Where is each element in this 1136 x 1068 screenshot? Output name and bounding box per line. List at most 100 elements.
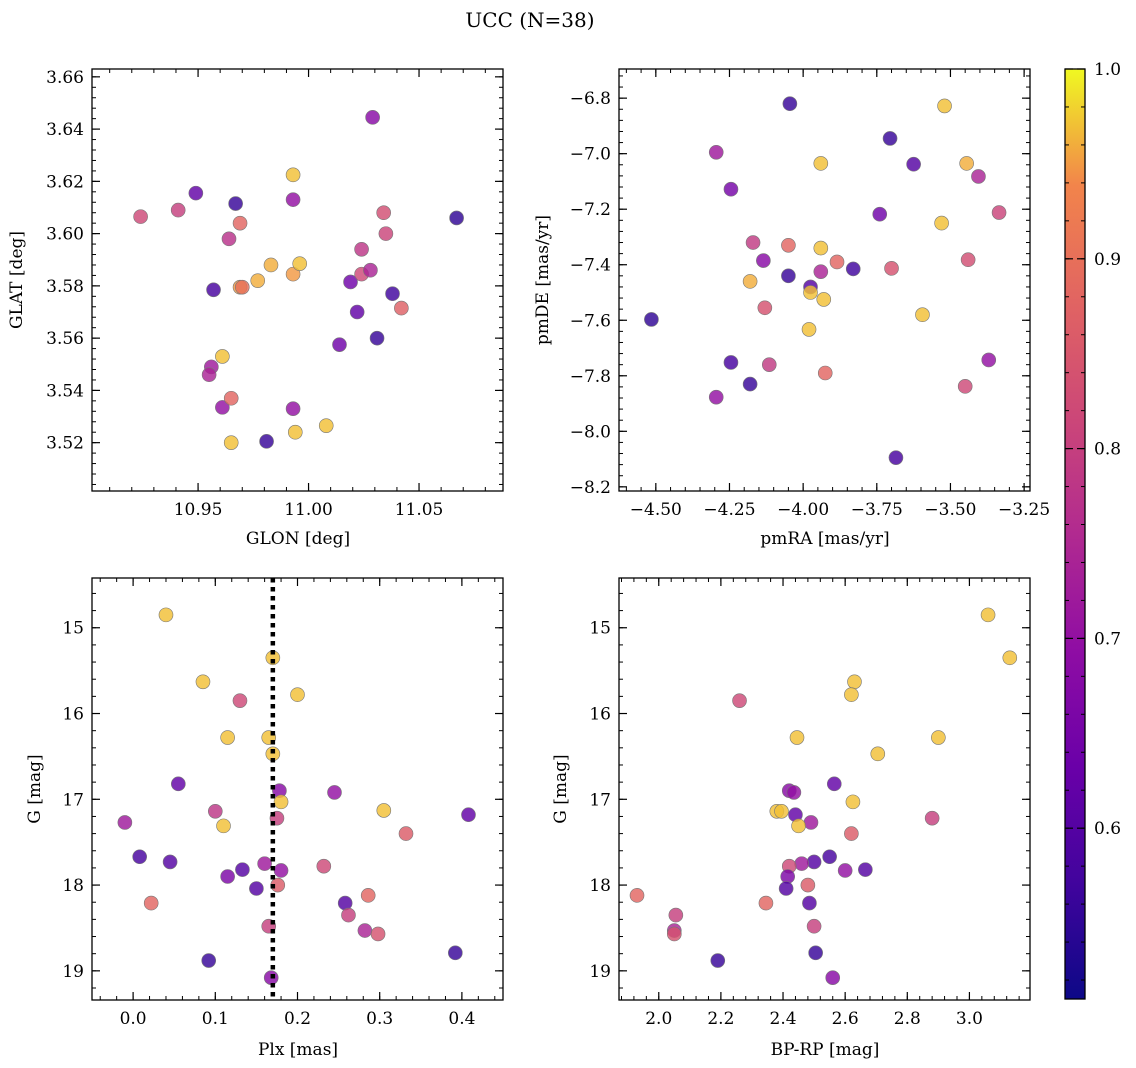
scatter-point <box>385 286 400 302</box>
scatter-point <box>847 674 862 690</box>
scatter-point <box>800 877 816 893</box>
y-tick-label: 15 <box>62 619 84 639</box>
scatter-point <box>708 144 724 160</box>
y-tick-label: −7.4 <box>570 256 611 276</box>
scatter-point <box>813 240 829 256</box>
y-tick-label: 3.64 <box>46 120 84 140</box>
x-tick-label: −3.25 <box>998 500 1050 520</box>
y-tick-label: 19 <box>589 962 611 982</box>
scatter-point <box>206 282 221 298</box>
scatter-point <box>758 895 774 911</box>
scatter-point <box>221 231 237 247</box>
scatter-point <box>829 254 845 270</box>
scatter-point <box>666 926 682 942</box>
scatter-point <box>170 202 186 218</box>
colorbar-tick-label: 0.8 <box>1094 440 1121 460</box>
scatter-point <box>981 352 997 368</box>
scatter-point <box>327 785 342 800</box>
x-tick-label: −4.25 <box>703 500 755 520</box>
scatter-point <box>357 923 373 938</box>
scatter-point <box>960 252 976 268</box>
figure-title: UCC (N=38) <box>465 8 594 32</box>
scatter-point <box>249 881 264 896</box>
y-tick-label: 17 <box>589 790 611 810</box>
y-tick-label: 3.60 <box>46 225 84 245</box>
scatter-point <box>287 424 303 440</box>
scatter-point <box>882 131 898 146</box>
x-tick-label: 0.1 <box>202 1009 229 1029</box>
scatter-point <box>354 241 369 257</box>
scatter-point <box>937 98 952 114</box>
scatter-point <box>802 895 817 911</box>
x-tick-label: 0.4 <box>448 1009 475 1029</box>
scatter-point <box>332 337 347 352</box>
y-tick-label: −8.2 <box>570 478 611 498</box>
y-tick-label: 16 <box>589 705 611 725</box>
scatter-point <box>781 237 796 253</box>
scatter-point <box>781 268 796 284</box>
scatter-point <box>360 888 376 903</box>
scatter-point <box>343 274 358 290</box>
colorbar: 0.6 0.7 0.8 0.9 1.0 <box>1064 60 1121 1000</box>
y-axis-label: GLAT [deg] <box>7 231 27 329</box>
x-tick-label: 0.2 <box>284 1009 311 1029</box>
scatter-point <box>365 110 380 125</box>
x-tick-label: 3.0 <box>956 1009 983 1029</box>
scatter-point <box>786 785 802 800</box>
scatter-point <box>285 192 301 207</box>
scatter-point <box>668 907 684 923</box>
scatter-point <box>813 264 829 279</box>
scatter-point <box>349 304 365 320</box>
colorbar-tick-label: 0.7 <box>1094 629 1121 649</box>
scatter-point <box>971 169 986 184</box>
scatter-point <box>837 863 853 878</box>
scatter-point <box>858 862 873 877</box>
scatter-point <box>980 607 996 623</box>
scatter-point <box>844 826 859 841</box>
y-tick-label: 15 <box>589 619 611 639</box>
scatter-point <box>257 856 272 871</box>
scatter-point <box>285 401 301 416</box>
scatter-point <box>791 818 806 834</box>
x-tick-label: −3.50 <box>924 500 976 520</box>
axes-frame <box>618 577 1031 1001</box>
scatter-point <box>316 858 332 874</box>
scatter-point <box>757 300 773 316</box>
scatter-point <box>789 730 805 745</box>
x-tick-label: 2.0 <box>645 1009 672 1029</box>
scatter-point <box>906 156 921 172</box>
scatter-point <box>761 357 777 372</box>
scatter-point <box>742 376 758 392</box>
scatter-point <box>223 435 239 450</box>
scatter-point <box>806 854 822 870</box>
scatter-point <box>644 312 659 327</box>
scatter-point <box>723 181 739 197</box>
scatter-point <box>285 266 301 282</box>
scatter-point <box>924 810 940 826</box>
scatter-point <box>1002 650 1018 666</box>
scatter-point <box>378 226 394 241</box>
scatter-point <box>201 953 217 968</box>
x-tick-label: 2.8 <box>894 1009 921 1029</box>
y-tick-label: 3.58 <box>46 277 84 297</box>
scatter-point <box>259 434 274 449</box>
scatter-point <box>143 895 159 911</box>
x-tick-label: −4.00 <box>777 500 829 520</box>
scatter-point <box>803 815 819 830</box>
y-tick-label: 3.52 <box>46 434 84 454</box>
x-tick-label: 11.05 <box>395 500 444 520</box>
scatter-point <box>710 953 726 968</box>
x-tick-label: 0.3 <box>366 1009 393 1029</box>
scatter-point <box>376 205 391 221</box>
colorbar-tick-label: 0.9 <box>1094 250 1121 270</box>
scatter-point <box>223 390 239 406</box>
scatter-point <box>201 367 217 383</box>
x-tick-label: 11.00 <box>284 500 333 520</box>
scatter-point <box>220 730 235 745</box>
y-tick-label: −7.8 <box>570 367 611 387</box>
scatter-point <box>991 205 1007 220</box>
scatter-point <box>822 849 837 865</box>
scatter-point <box>801 322 817 337</box>
scatter-point <box>931 730 946 745</box>
